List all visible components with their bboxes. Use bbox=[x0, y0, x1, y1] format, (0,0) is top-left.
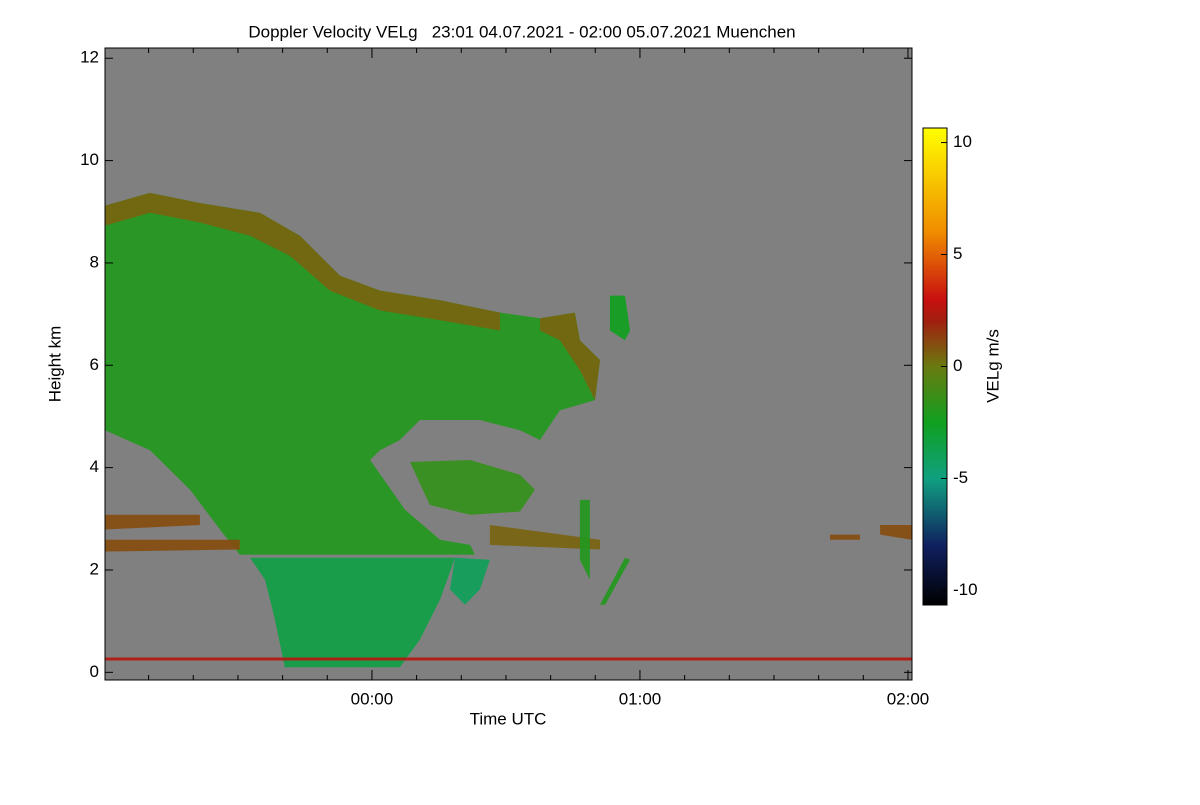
x-tick-label: 00:00 bbox=[351, 689, 394, 708]
velocity-region bbox=[105, 192, 601, 555]
chart-title: Doppler Velocity VELg 23:01 04.07.2021 -… bbox=[248, 22, 795, 41]
y-tick-label: 2 bbox=[90, 559, 99, 578]
y-tick-label: 8 bbox=[90, 252, 99, 271]
plot-frame bbox=[104, 47, 913, 681]
y-tick-label: 4 bbox=[90, 457, 99, 476]
y-tick-label: 6 bbox=[90, 355, 99, 374]
y-tick-label: 10 bbox=[80, 150, 99, 169]
velocity-region bbox=[449, 557, 490, 605]
velocity-region bbox=[105, 192, 501, 331]
colorbar-tick-label: 10 bbox=[953, 132, 972, 151]
velocity-region bbox=[410, 459, 535, 515]
velocity-region bbox=[105, 539, 240, 552]
velocity-region bbox=[105, 514, 200, 530]
colorbar-tick-label: 5 bbox=[953, 244, 962, 263]
colorbar-tick-label: -10 bbox=[953, 580, 978, 599]
colorbar-tick-label: -5 bbox=[953, 468, 968, 487]
x-tick-label: 01:00 bbox=[619, 689, 662, 708]
colorbar-tick-label: 0 bbox=[953, 356, 962, 375]
velocity-region bbox=[579, 499, 590, 580]
velocity-region bbox=[105, 657, 912, 661]
velocity-region bbox=[539, 312, 601, 401]
y-axis-label: Height km bbox=[45, 326, 64, 403]
velocity-region bbox=[880, 524, 912, 540]
colorbar-label: VELg m/s bbox=[983, 329, 1002, 403]
y-tick-label: 0 bbox=[90, 662, 99, 681]
velocity-region bbox=[249, 557, 456, 668]
data-layer bbox=[105, 192, 912, 668]
y-tick-label: 12 bbox=[80, 48, 99, 67]
x-tick-label: 02:00 bbox=[887, 689, 930, 708]
velocity-region bbox=[609, 295, 631, 341]
x-axis-label: Time UTC bbox=[470, 709, 547, 728]
velocity-region bbox=[600, 557, 631, 605]
velocity-region bbox=[489, 524, 601, 550]
velocity-region bbox=[829, 534, 861, 540]
